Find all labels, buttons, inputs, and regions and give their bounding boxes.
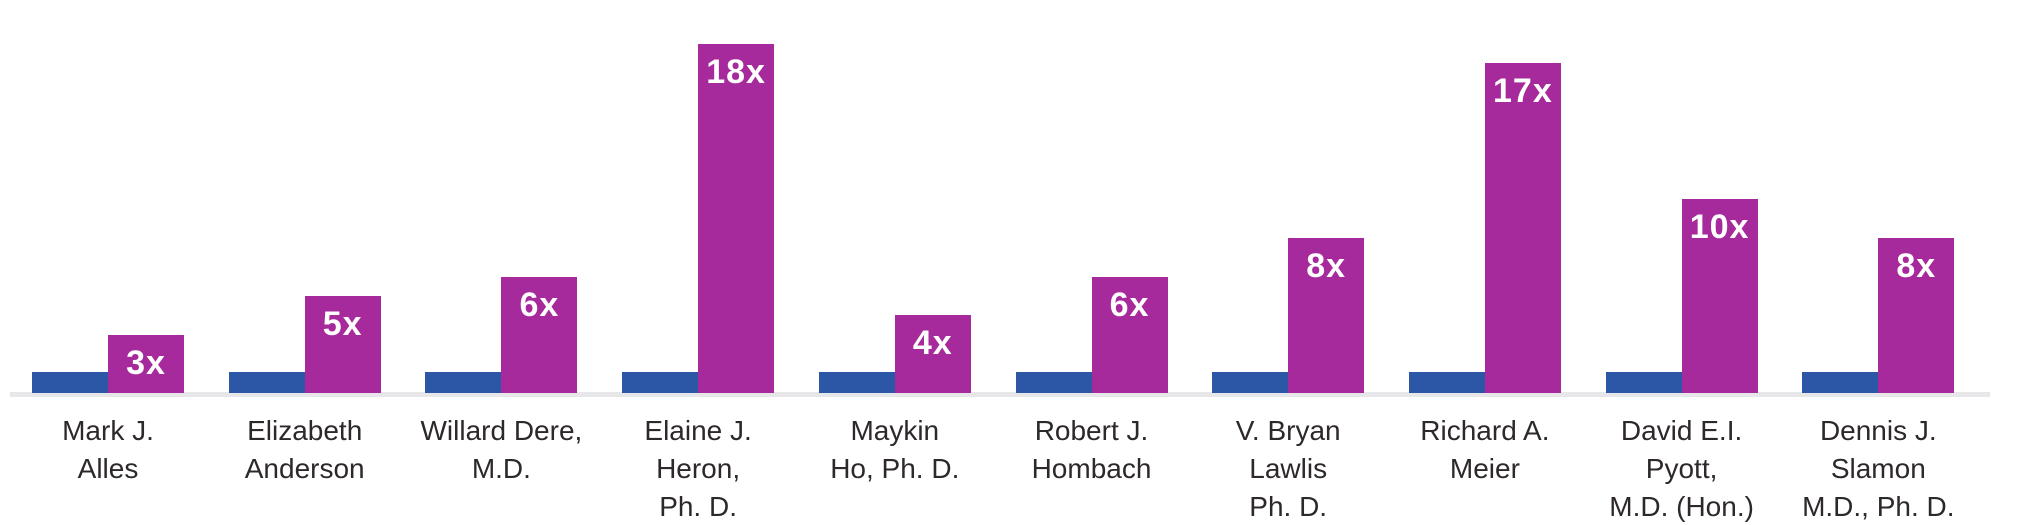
category-label: Richard A. Meier xyxy=(1420,415,1550,484)
bar-group: 17x xyxy=(1408,0,1561,393)
category-label: Willard Dere, M.D. xyxy=(420,415,583,484)
category-label: David E.I. Pyott, M.D. (Hon.) xyxy=(1609,415,1754,522)
bar-value-label: 6x xyxy=(1109,286,1150,324)
category-label: V. Bryan Lawlis Ph. D. xyxy=(1235,415,1341,522)
bar-value-label: 8x xyxy=(1896,247,1937,285)
category-label: Mark J. Alles xyxy=(62,415,154,484)
category-label: Robert J. Hombach xyxy=(1031,415,1152,484)
bar-group: 10x xyxy=(1605,0,1758,393)
baseline-bar xyxy=(32,372,108,393)
bar-value-label: 5x xyxy=(322,305,363,343)
multiple-bar: 8x xyxy=(1288,238,1365,393)
multiple-bar: 8x xyxy=(1878,238,1955,393)
baseline-bar xyxy=(622,372,699,393)
baseline-bar xyxy=(1212,372,1289,393)
x-axis-line xyxy=(10,392,1990,397)
baseline-bar xyxy=(1408,372,1485,393)
category-label: Elizabeth Anderson xyxy=(244,415,365,484)
bar-value-label: 3x xyxy=(126,344,166,382)
multiple-bar: 18x xyxy=(698,44,775,393)
multiple-bar: 5x xyxy=(304,296,381,393)
bar-group: 6x xyxy=(1015,0,1168,393)
baseline-bar xyxy=(818,372,895,393)
category-label: Elaine J. Heron, Ph. D. xyxy=(644,415,752,522)
multiple-bar: 6x xyxy=(1091,277,1168,393)
baseline-bar xyxy=(228,372,305,393)
bar-value-label: 10x xyxy=(1689,208,1750,246)
bar-value-label: 6x xyxy=(519,286,560,324)
baseline-bar xyxy=(1802,372,1879,393)
multiple-bar: 3x xyxy=(108,335,184,393)
bar-group: 6x xyxy=(425,0,578,393)
bar-group: 8x xyxy=(1212,0,1365,393)
baseline-bar xyxy=(1605,372,1682,393)
bar-group: 3x xyxy=(32,0,184,393)
bar-group: 18x xyxy=(622,0,775,393)
bar-value-label: 8x xyxy=(1306,247,1347,285)
multiple-bar: 17x xyxy=(1484,63,1561,393)
category-label: Dennis J. Slamon M.D., Ph. D. xyxy=(1802,415,1955,522)
baseline-bar xyxy=(1015,372,1092,393)
bar-group: 4x xyxy=(818,0,971,393)
multiple-bar: 4x xyxy=(894,315,971,393)
multiple-bar: 10x xyxy=(1681,199,1758,393)
multiple-bar: 6x xyxy=(501,277,578,393)
bar-value-label: 18x xyxy=(706,53,766,91)
bar-value-label: 4x xyxy=(912,324,953,362)
category-label: Maykin Ho, Ph. D. xyxy=(830,415,960,484)
bar-value-label: 17x xyxy=(1493,72,1553,110)
bar-group: 5x xyxy=(228,0,381,393)
bar-group: 8x xyxy=(1802,0,1955,393)
baseline-bar xyxy=(425,372,502,393)
